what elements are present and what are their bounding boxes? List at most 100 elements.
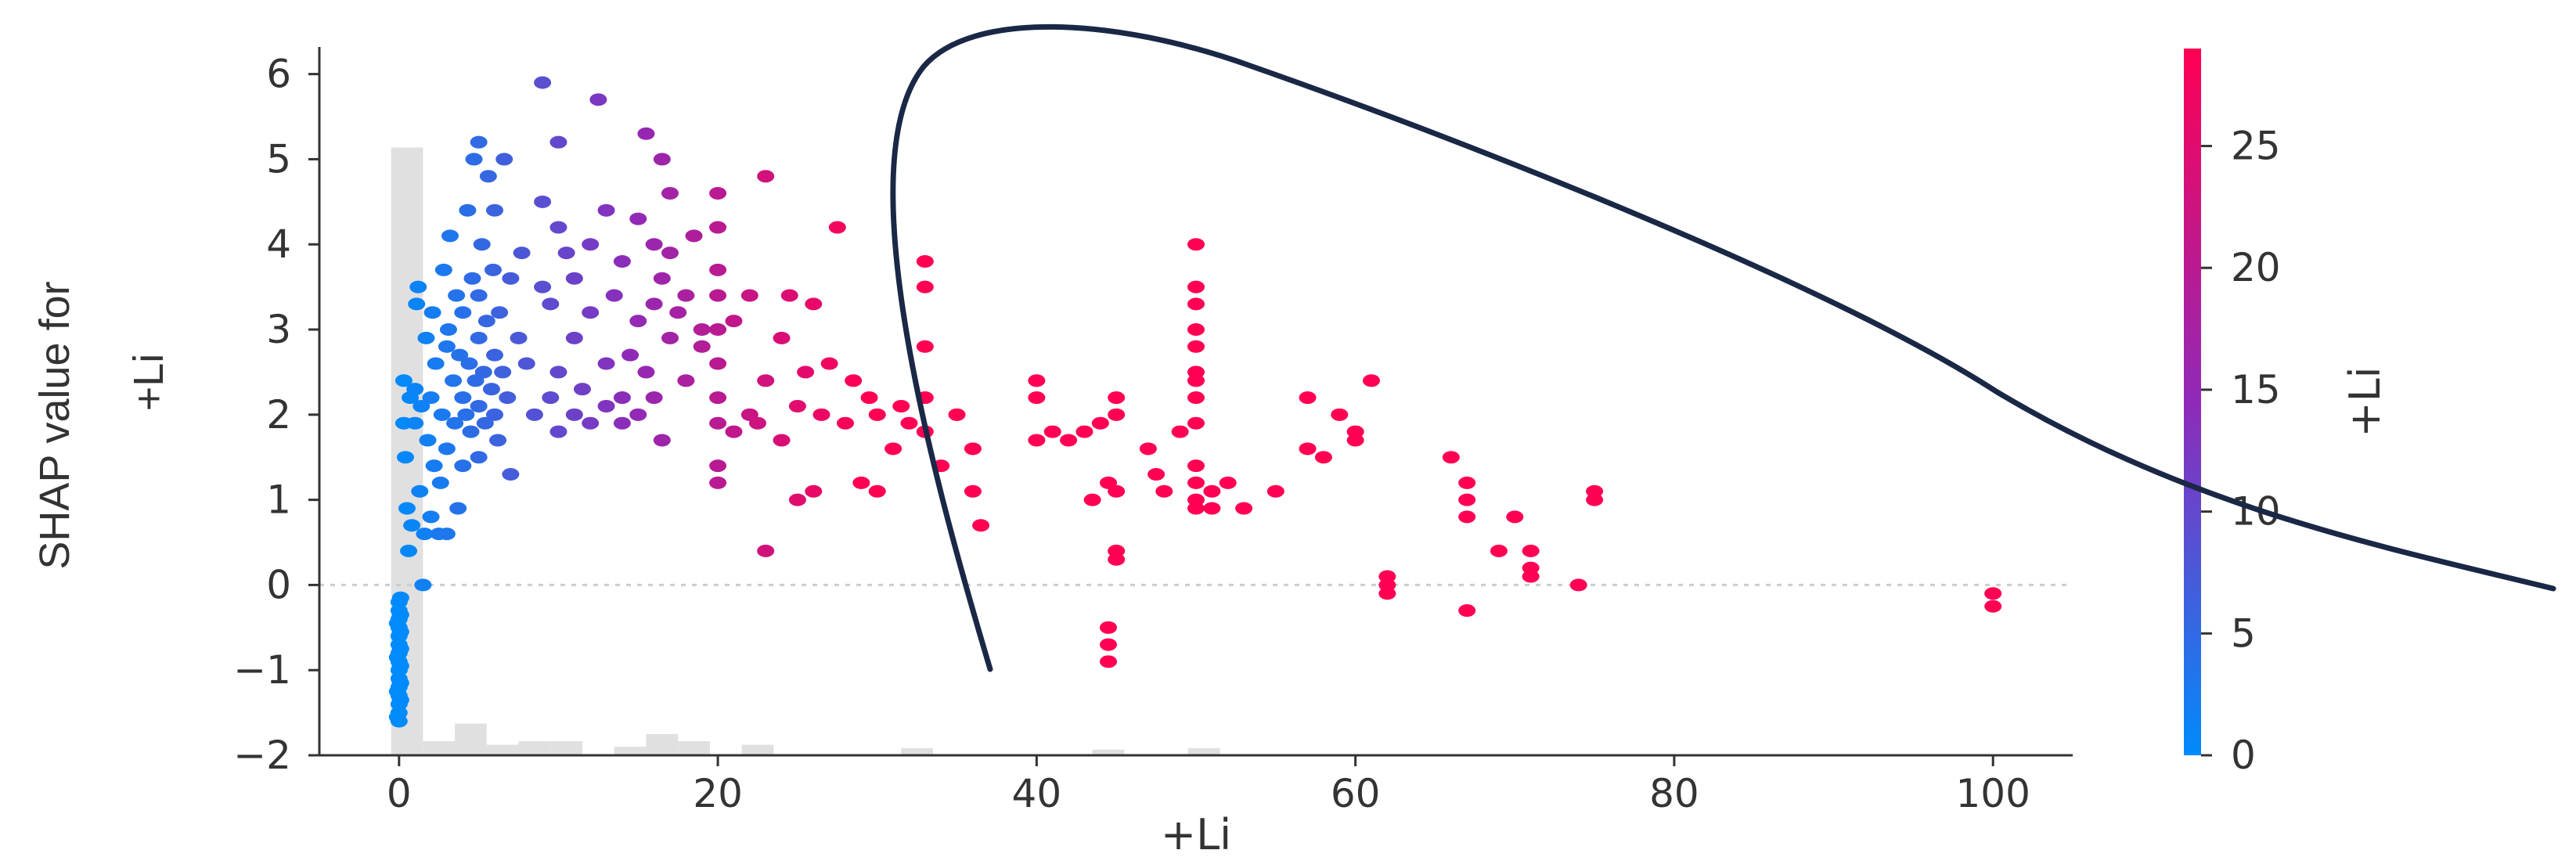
scatter-point-158: [749, 416, 766, 430]
scatter-point-56: [441, 229, 459, 243]
histogram-bar-11: [1092, 749, 1125, 755]
x-axis-label: +Li: [1161, 810, 1231, 859]
scatter-point-139: [677, 289, 695, 302]
scatter-point-93: [502, 467, 520, 481]
scatter-point-107: [557, 247, 575, 260]
scatter-point-106: [549, 135, 567, 149]
scatter-point-23: [388, 650, 406, 664]
scatter-point-125: [629, 315, 647, 328]
scatter-point-126: [629, 212, 647, 225]
scatter-point-39: [414, 578, 432, 592]
y-tick-label-1: 1: [266, 477, 291, 523]
scatter-point-52: [438, 528, 456, 541]
scatter-point-40: [416, 528, 434, 541]
y-tick-label-6: 6: [266, 52, 291, 97]
scatter-point-203: [1108, 484, 1126, 498]
scatter-point-198: [1091, 416, 1109, 430]
scatter-point-200: [1108, 391, 1126, 405]
scatter-point-244: [1458, 510, 1476, 524]
scatter-point-36: [409, 280, 427, 294]
scatter-point-53: [438, 442, 456, 456]
scatter-point-24: [388, 685, 406, 698]
scatter-point-177: [868, 408, 886, 421]
scatter-point-210: [1147, 467, 1166, 481]
scatter-point-226: [1203, 484, 1221, 498]
scatter-point-77: [473, 238, 491, 251]
scatter-point-232: [1314, 451, 1332, 464]
scatter-point-173: [837, 416, 854, 430]
scatter-point-46: [425, 459, 443, 473]
scatter-point-192: [1028, 434, 1046, 447]
y-axis-label-line-2: +Li: [125, 354, 172, 412]
scatter-point-230: [1266, 484, 1284, 498]
scatter-point-207: [1100, 638, 1117, 651]
scatter-point-41: [417, 331, 435, 344]
scatter-point-121: [613, 391, 631, 405]
scatter-point-208: [1100, 655, 1117, 668]
scatter-point-179: [884, 442, 903, 456]
scatter-point-233: [1299, 442, 1317, 456]
scatter-point-178: [868, 484, 886, 498]
scatter-point-67: [460, 357, 478, 370]
scatter-point-205: [1108, 553, 1126, 566]
scatter-point-216: [1187, 323, 1205, 337]
y-axis-label-line-1: SHAP value for: [31, 281, 78, 569]
x-tick-label-80: 80: [1649, 771, 1699, 816]
scatter-point-199: [1108, 408, 1126, 421]
scatter-point-69: [463, 272, 481, 285]
scatter-point-109: [565, 331, 583, 344]
scatter-point-84: [486, 408, 503, 421]
scatter-point-147: [709, 416, 727, 430]
histogram-bar-3: [486, 744, 519, 755]
scatter-point-108: [565, 408, 583, 421]
scatter-point-255: [1984, 600, 2002, 613]
x-tick-label-20: 20: [693, 771, 743, 816]
scatter-point-169: [805, 297, 823, 311]
scatter-point-57: [445, 374, 463, 387]
scatter-point-221: [1187, 416, 1205, 430]
scatter-point-110: [565, 272, 583, 285]
scatter-point-65: [457, 408, 475, 421]
scatter-point-99: [534, 195, 552, 208]
scatter-point-54: [438, 340, 456, 353]
scatter-point-78: [474, 366, 492, 379]
scatter-point-191: [972, 519, 990, 532]
scatter-point-27: [395, 374, 413, 387]
scatter-point-82: [482, 383, 500, 396]
histogram-bar-12: [1187, 747, 1220, 755]
scatter-point-150: [709, 323, 727, 337]
scatter-point-136: [661, 247, 679, 260]
scatter-point-170: [812, 408, 830, 421]
y-tick-label--1: −1: [233, 647, 291, 693]
scatter-point-70: [465, 153, 483, 166]
scatter-point-223: [1187, 476, 1205, 489]
scatter-point-75: [470, 289, 488, 302]
scatter-point-201: [1083, 493, 1101, 506]
scatter-point-184: [916, 340, 934, 353]
scatter-point-154: [725, 425, 743, 438]
scatter-point-246: [1490, 544, 1508, 557]
scatter-point-120: [613, 416, 631, 430]
scatter-point-142: [693, 323, 711, 337]
scatter-point-194: [1028, 374, 1046, 387]
scatter-point-130: [645, 238, 663, 251]
scatter-point-137: [661, 186, 679, 200]
y-tick-label-3: 3: [266, 307, 291, 352]
scatter-point-37: [411, 484, 429, 498]
scatter-point-25: [388, 711, 406, 724]
scatter-point-217: [1187, 340, 1205, 353]
scatter-point-163: [773, 331, 791, 344]
scatter-point-188: [948, 408, 966, 421]
scatter-point-222: [1187, 459, 1205, 473]
histogram-bar-6: [614, 747, 647, 755]
scatter-point-132: [653, 434, 671, 447]
scatter-point-248: [1522, 544, 1540, 557]
scatter-point-102: [542, 297, 560, 311]
scatter-point-79: [476, 416, 494, 430]
scatter-point-42: [419, 434, 437, 447]
scatter-point-112: [582, 416, 600, 430]
scatter-point-123: [621, 348, 639, 362]
scatter-point-51: [434, 263, 452, 276]
scatter-point-119: [605, 289, 623, 302]
